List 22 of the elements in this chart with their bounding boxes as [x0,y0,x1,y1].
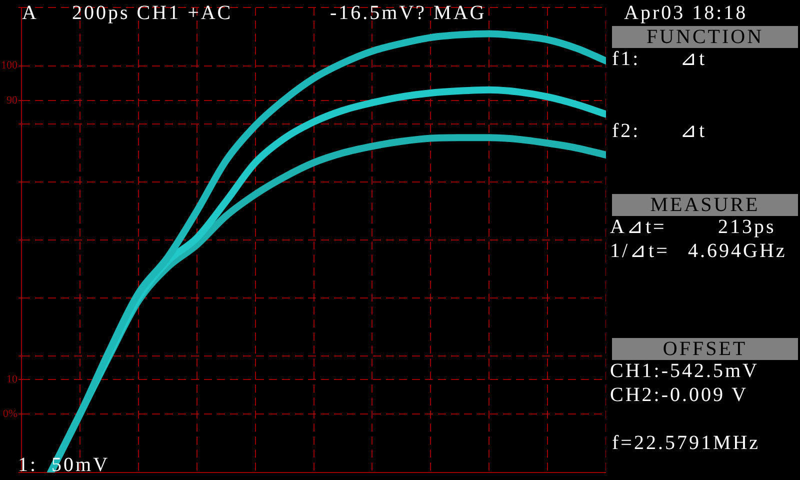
text: 213ps [718,216,776,238]
text: OFFSET [612,338,798,360]
text: MEASURE [612,194,798,216]
text: ⊿t [680,120,707,142]
annotation: 200ps CH1 +AC [72,2,233,24]
y-tick-label: 0% [2,408,18,420]
annotation: A [22,2,38,24]
text: Apr03 18:18 [624,2,748,24]
text: f2: [612,120,640,142]
annotation: -16.5mV? MAG [330,2,486,24]
y-tick-label: 100 [1,60,18,72]
text: 4.694GHz [688,240,787,262]
text: A⊿t= [610,216,666,238]
text: FUNCTION [612,26,798,48]
text: f=22.5791MHz [612,432,760,454]
y-tick-label: 90 [6,94,18,107]
text: f1: [612,48,640,70]
text: CH2:-0.009 V [610,384,748,406]
y-tick-label: 10 [6,373,18,386]
text: 1/⊿t= [610,240,670,262]
text: CH1:-542.5mV [610,360,759,382]
text: ⊿t [680,48,707,70]
